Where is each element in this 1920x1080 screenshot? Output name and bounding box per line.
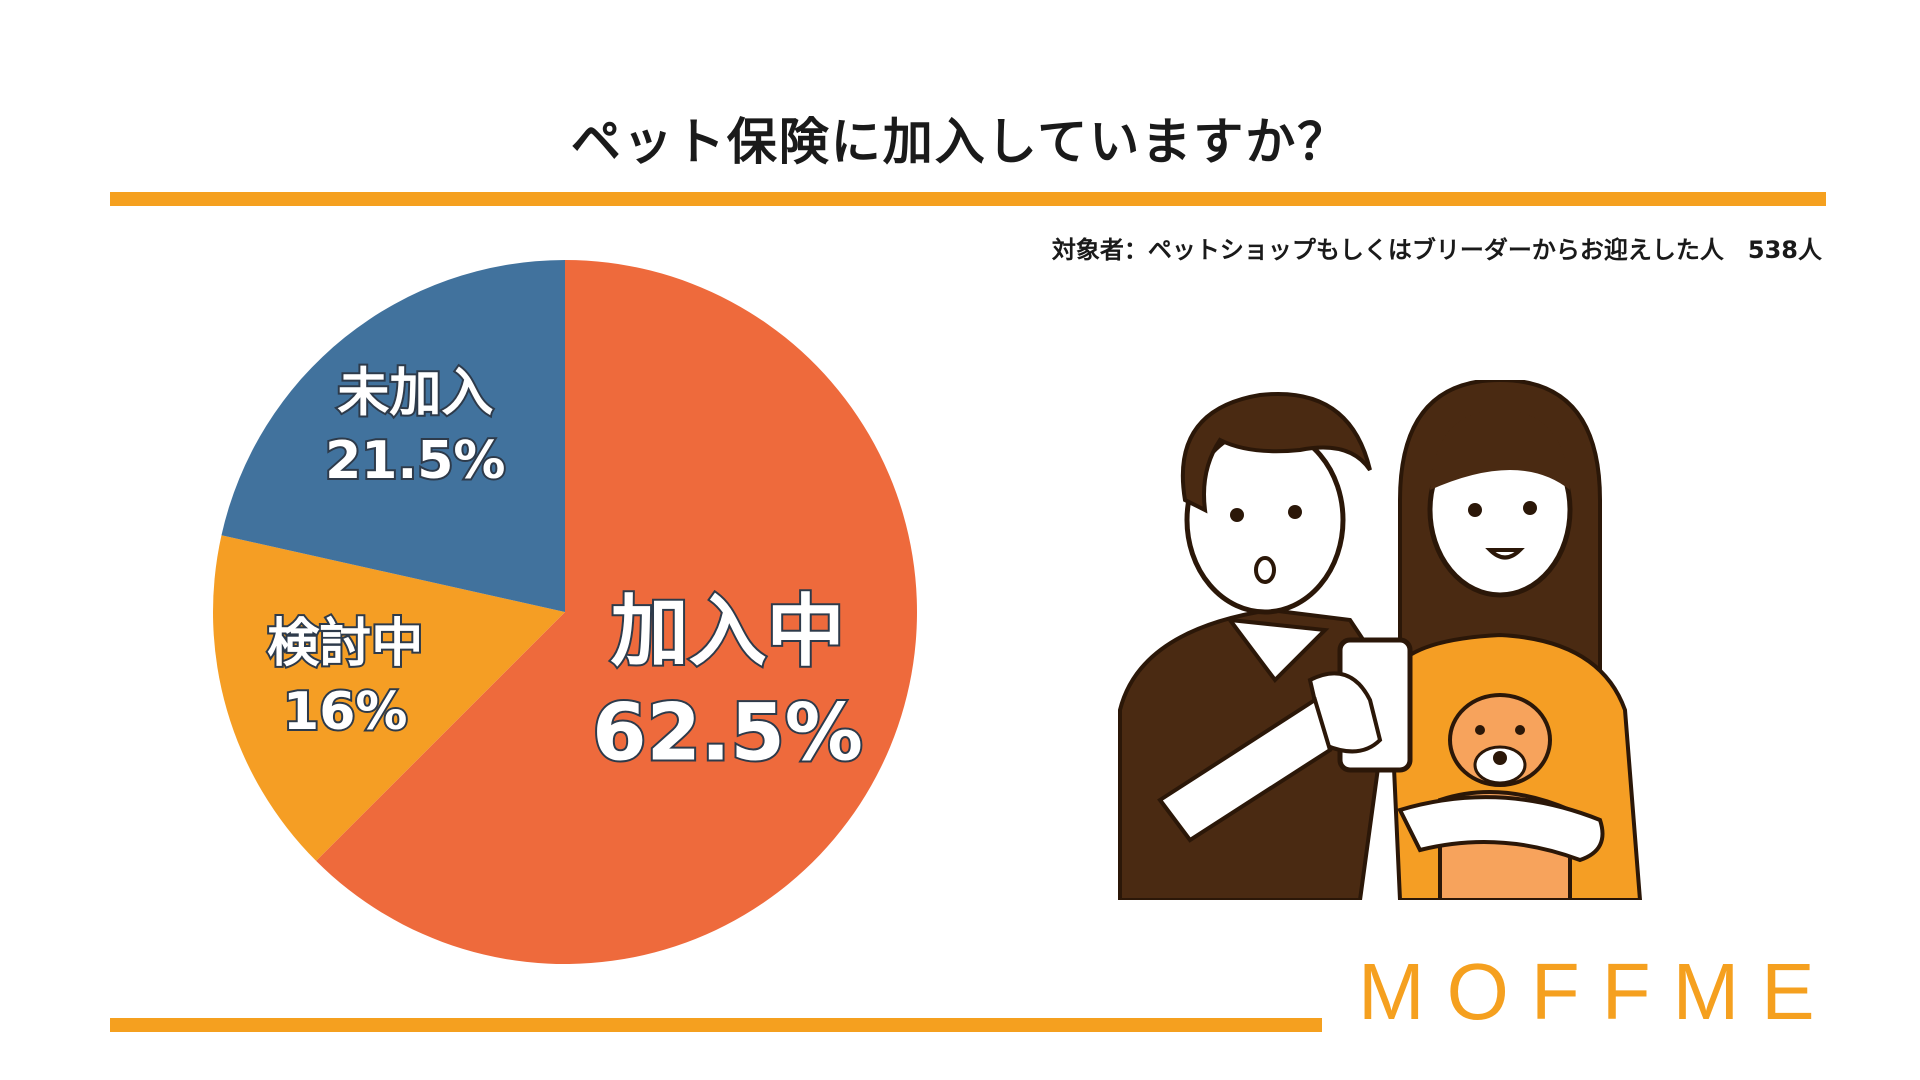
bottom-divider bbox=[110, 1018, 1322, 1032]
woman-arm bbox=[1397, 795, 1605, 863]
brand-logo: MOFFME bbox=[1358, 947, 1837, 1036]
pie-chart: 加入中 62.5% 検討中 16% 未加入 21.5% bbox=[212, 260, 918, 964]
woman-bangs bbox=[1430, 410, 1570, 490]
dog-eye-right bbox=[1515, 725, 1525, 735]
man-hand bbox=[1307, 671, 1383, 754]
pie-slice-value: 62.5% bbox=[592, 688, 863, 778]
pie-slice bbox=[212, 535, 565, 861]
pie-slice-label: 検討中 bbox=[267, 614, 423, 674]
man-eye-right bbox=[1288, 505, 1302, 519]
survey-subject: 対象者：ペットショップもしくはブリーダーからお迎えした人 538人 bbox=[1051, 236, 1822, 264]
pie-slice bbox=[316, 260, 918, 964]
couple-with-dog-illustration bbox=[1118, 380, 1643, 900]
man-collar bbox=[1225, 617, 1330, 684]
woman-mouth bbox=[1485, 548, 1525, 560]
page-title: ペット保険に加入していますか？ bbox=[570, 113, 1350, 171]
pie-slice-value: 21.5% bbox=[325, 431, 505, 491]
man-arm bbox=[1157, 696, 1333, 843]
top-divider bbox=[110, 192, 1826, 206]
dog-nose bbox=[1493, 751, 1507, 765]
man-eye-left bbox=[1230, 508, 1244, 522]
pie-slice-value: 16% bbox=[283, 682, 407, 742]
woman-eye-left bbox=[1468, 503, 1482, 517]
pie-slice bbox=[221, 260, 565, 612]
woman-eye-right bbox=[1523, 501, 1537, 515]
pie-slice-label: 加入中 bbox=[611, 587, 845, 677]
pie-slice-label: 未加入 bbox=[337, 364, 493, 424]
man-mouth bbox=[1254, 556, 1276, 584]
dog-eye-left bbox=[1475, 725, 1485, 735]
man-hair bbox=[1180, 392, 1372, 514]
